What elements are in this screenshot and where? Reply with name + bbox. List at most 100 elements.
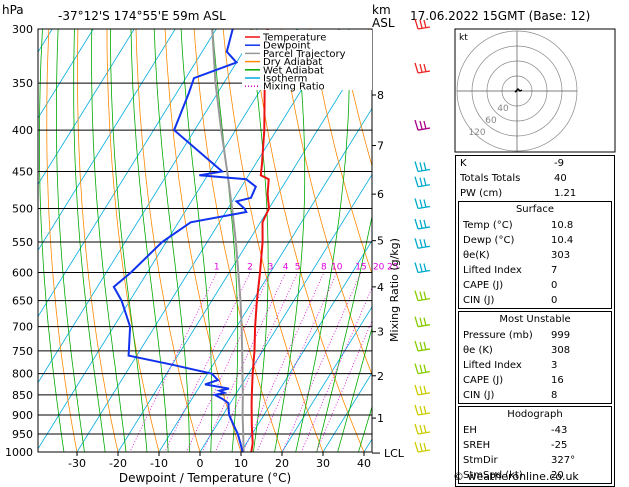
wet-adiabat-line — [109, 29, 148, 452]
copyright-footer[interactable]: © weatheronline.co.uk — [453, 470, 579, 483]
dry-adiabat-line — [280, 29, 372, 376]
legend-label: Parcel Trajectory — [263, 49, 346, 60]
pressure-tick-label: 450 — [12, 165, 33, 178]
wet-adiabat-line — [180, 29, 213, 452]
isotherm-line — [38, 29, 94, 119]
hodograph-stat-row: EH -43 — [459, 423, 611, 438]
legend-label: Wet Adiabat — [263, 65, 324, 76]
surface-value: 0 — [551, 280, 558, 291]
pressure-tick-label: 800 — [12, 368, 33, 381]
km-tick-label: 7 — [377, 140, 384, 153]
legend-label: Temperature — [262, 33, 326, 44]
x-tick-label: 0 — [197, 457, 204, 470]
x-axis-title: Dewpoint / Temperature (°C) — [119, 471, 291, 485]
km-tick-label: 8 — [377, 89, 384, 102]
wind-barbs — [414, 18, 431, 453]
wet-adiabat-line — [91, 29, 127, 452]
pressure-tick-label: 1000 — [5, 446, 33, 459]
wind-barb — [414, 161, 431, 173]
index-value: 40 — [554, 173, 567, 184]
dry-adiabat-line — [76, 29, 119, 452]
pressure-tick-label: 950 — [12, 428, 33, 441]
legend-background — [242, 30, 372, 90]
surface-value: 10.8 — [551, 220, 574, 231]
km-tick-label: 2 — [377, 370, 384, 383]
index-label: PW (cm) — [460, 188, 503, 199]
surface-label: Lifted Index — [463, 265, 522, 276]
pressure-tick-label: 350 — [12, 77, 33, 90]
surface-row: θe(K) 303 — [459, 248, 611, 263]
pressure-axis-labels: 300 350 400 450 500 550 600 650 700 750 800 850 900 9… — [5, 23, 33, 459]
hodograph-trace — [514, 87, 523, 93]
mixing-ratio-tick-label: 1 — [214, 263, 220, 273]
mixing-ratio-tick-label: 10 — [331, 263, 343, 273]
dry-adiabat-line — [106, 29, 160, 452]
mixing-ratio-axis-title: Mixing Ratio (g/kg) — [388, 238, 401, 342]
most-unstable-row: CAPE (J) 16 — [459, 373, 611, 388]
temperature-axis-labels: -30 -20 -10 0 10 20 30 40 — [68, 452, 371, 470]
dry-adiabat-line — [251, 29, 365, 452]
pressure-tick-label: 650 — [12, 295, 33, 308]
dewpoint-line — [112, 29, 258, 452]
surface-row: Temp (°C) 10.8 — [459, 218, 611, 233]
most-unstable-value: 308 — [551, 345, 571, 356]
wet-adiabat-line — [153, 29, 190, 452]
surface-box: Surface Temp (°C) 10.8 Dewp (°C) 10.4 θe(K) 3… — [458, 201, 612, 309]
surface-label: CAPE (J) — [463, 280, 504, 291]
pressure-tick-label: 600 — [12, 267, 33, 280]
parcel-trajectory-line — [211, 29, 245, 452]
surface-value: 303 — [551, 250, 571, 261]
wind-barb — [414, 262, 431, 274]
hodograph-ring-label: 60 — [485, 116, 497, 126]
hodograph-stat-label: StmDir — [463, 455, 498, 466]
index-row: Totals Totals 40 — [456, 171, 614, 186]
index-row: PW (cm) 1.21 — [456, 186, 614, 201]
wind-barb — [414, 119, 431, 131]
isotherm-line — [38, 29, 53, 53]
wet-adiabat-line — [39, 29, 65, 452]
mixing-ratio-line — [202, 272, 286, 452]
surface-value: 10.4 — [551, 235, 574, 246]
wet-adiabat-line — [130, 29, 169, 452]
surface-label: θe(K) — [463, 250, 490, 261]
x-tick-label: -20 — [109, 457, 127, 470]
surface-row: Dewp (°C) 10.4 — [459, 233, 611, 248]
pressure-tick-label: 750 — [12, 345, 33, 358]
hodograph-unit-label: kt — [459, 33, 468, 43]
isotherm-line — [281, 306, 372, 452]
legend-label: Isotherm — [263, 74, 307, 85]
hodograph-stat-label: SREH — [463, 440, 491, 451]
dry-adiabat-line — [193, 29, 283, 452]
wind-barb — [414, 290, 431, 302]
hodograph-stat-value: 327° — [551, 455, 576, 466]
wind-barb — [414, 404, 431, 416]
surface-label: Dewp (°C) — [463, 235, 515, 246]
wind-barb — [414, 218, 431, 230]
index-value: 1.21 — [554, 188, 577, 199]
wind-barb — [414, 18, 431, 30]
height-unit-asl-label: ASL — [372, 16, 395, 30]
most-unstable-label: θe (K) — [463, 345, 493, 356]
isotherm-line — [199, 173, 372, 452]
mixing-ratio-tick-label: 15 — [355, 263, 366, 273]
surface-row: Lifted Index 7 — [459, 263, 611, 278]
hodograph-ring-label: 40 — [497, 104, 509, 114]
pressure-unit-label: hPa — [2, 3, 24, 17]
surface-label: CIN (J) — [463, 295, 495, 306]
mixing-ratio-line — [300, 286, 372, 452]
hodograph-stat-value: 20 — [551, 470, 564, 481]
km-tick-label: 6 — [377, 188, 384, 201]
wind-barb — [414, 363, 431, 375]
lcl-label: LCL — [384, 447, 405, 460]
x-tick-label: -30 — [68, 457, 86, 470]
hodograph-stat-row: StmSpd (kt) 20 — [459, 468, 611, 483]
wind-barb — [414, 340, 431, 352]
hodograph-stat-label: StmSpd (kt) — [463, 470, 523, 481]
wind-barb — [414, 384, 431, 396]
most-unstable-row: Pressure (mb) 999 — [459, 328, 611, 343]
hodograph-stat-value: -43 — [551, 425, 568, 436]
x-tick-label: 10 — [234, 457, 248, 470]
km-tick-label: 5 — [377, 235, 384, 248]
most-unstable-value: 3 — [551, 360, 558, 371]
